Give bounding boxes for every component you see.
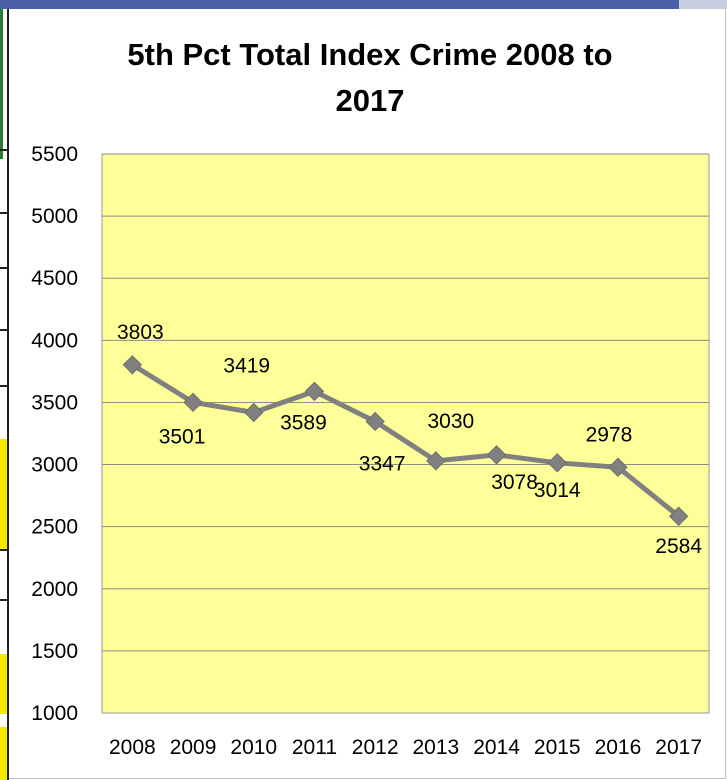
left-strip-divider	[0, 212, 7, 214]
left-edge-strip	[0, 9, 9, 780]
data-point-marker	[547, 453, 567, 473]
plot-area	[101, 153, 710, 714]
x-tick-label: 2010	[230, 736, 277, 759]
window-top-bar-end	[679, 0, 727, 9]
y-tick-label: 4000	[31, 329, 78, 352]
data-label: 3347	[359, 452, 406, 475]
y-tick-label: 3500	[31, 391, 78, 414]
x-tick-label: 2012	[352, 736, 399, 759]
left-strip-divider	[0, 549, 7, 551]
data-label: 3419	[223, 355, 270, 378]
data-label: 3589	[280, 411, 327, 434]
left-strip-divider	[0, 385, 7, 387]
x-tick-label: 2009	[170, 736, 217, 759]
data-label: 2584	[655, 535, 702, 558]
chart-frame	[9, 9, 726, 779]
left-strip-highlight	[0, 439, 7, 549]
y-tick-label: 1000	[31, 702, 78, 725]
x-tick-label: 2016	[595, 736, 642, 759]
data-point-marker	[244, 402, 264, 423]
data-label: 2978	[586, 423, 633, 446]
x-tick-label: 2017	[655, 736, 702, 759]
x-tick-label: 2015	[534, 736, 581, 759]
chart-title-line-2: 2017	[335, 83, 405, 118]
data-label: 3030	[427, 410, 474, 433]
x-tick-label: 2014	[473, 736, 520, 759]
y-tick-label: 2000	[31, 578, 78, 601]
left-strip-divider	[0, 267, 7, 269]
data-point-marker	[183, 392, 203, 413]
x-tick-label: 2011	[292, 736, 337, 759]
data-point-marker	[426, 451, 446, 471]
data-point-marker	[365, 411, 385, 432]
left-strip-divider	[0, 149, 7, 151]
data-point-marker	[608, 457, 628, 477]
y-tick-label: 4500	[31, 267, 78, 290]
data-point-marker	[304, 381, 325, 402]
y-tick-label: 5000	[31, 205, 78, 228]
chart-title-line-1: 5th Pct Total Index Crime 2008 to	[127, 37, 613, 72]
data-point-marker	[668, 506, 689, 526]
y-tick-label: 1500	[31, 640, 78, 663]
left-strip-divider	[0, 329, 7, 331]
data-label: 3803	[117, 321, 164, 344]
y-tick-label: 2500	[31, 516, 78, 539]
y-tick-label: 5500	[31, 143, 78, 166]
data-label: 3078	[491, 471, 538, 494]
left-strip-highlight	[0, 727, 7, 780]
data-point-marker	[122, 355, 143, 375]
left-strip-divider	[0, 599, 7, 601]
left-strip-green	[0, 9, 3, 159]
data-label: 3014	[534, 479, 581, 502]
x-tick-label: 2008	[109, 736, 156, 759]
y-tick-label: 3000	[31, 454, 78, 477]
series-line	[131, 362, 681, 519]
window-top-bar	[0, 0, 727, 9]
x-tick-label: 2013	[412, 736, 459, 759]
data-point-marker	[486, 445, 507, 465]
left-strip-highlight	[0, 654, 7, 714]
data-label: 3501	[159, 425, 206, 448]
